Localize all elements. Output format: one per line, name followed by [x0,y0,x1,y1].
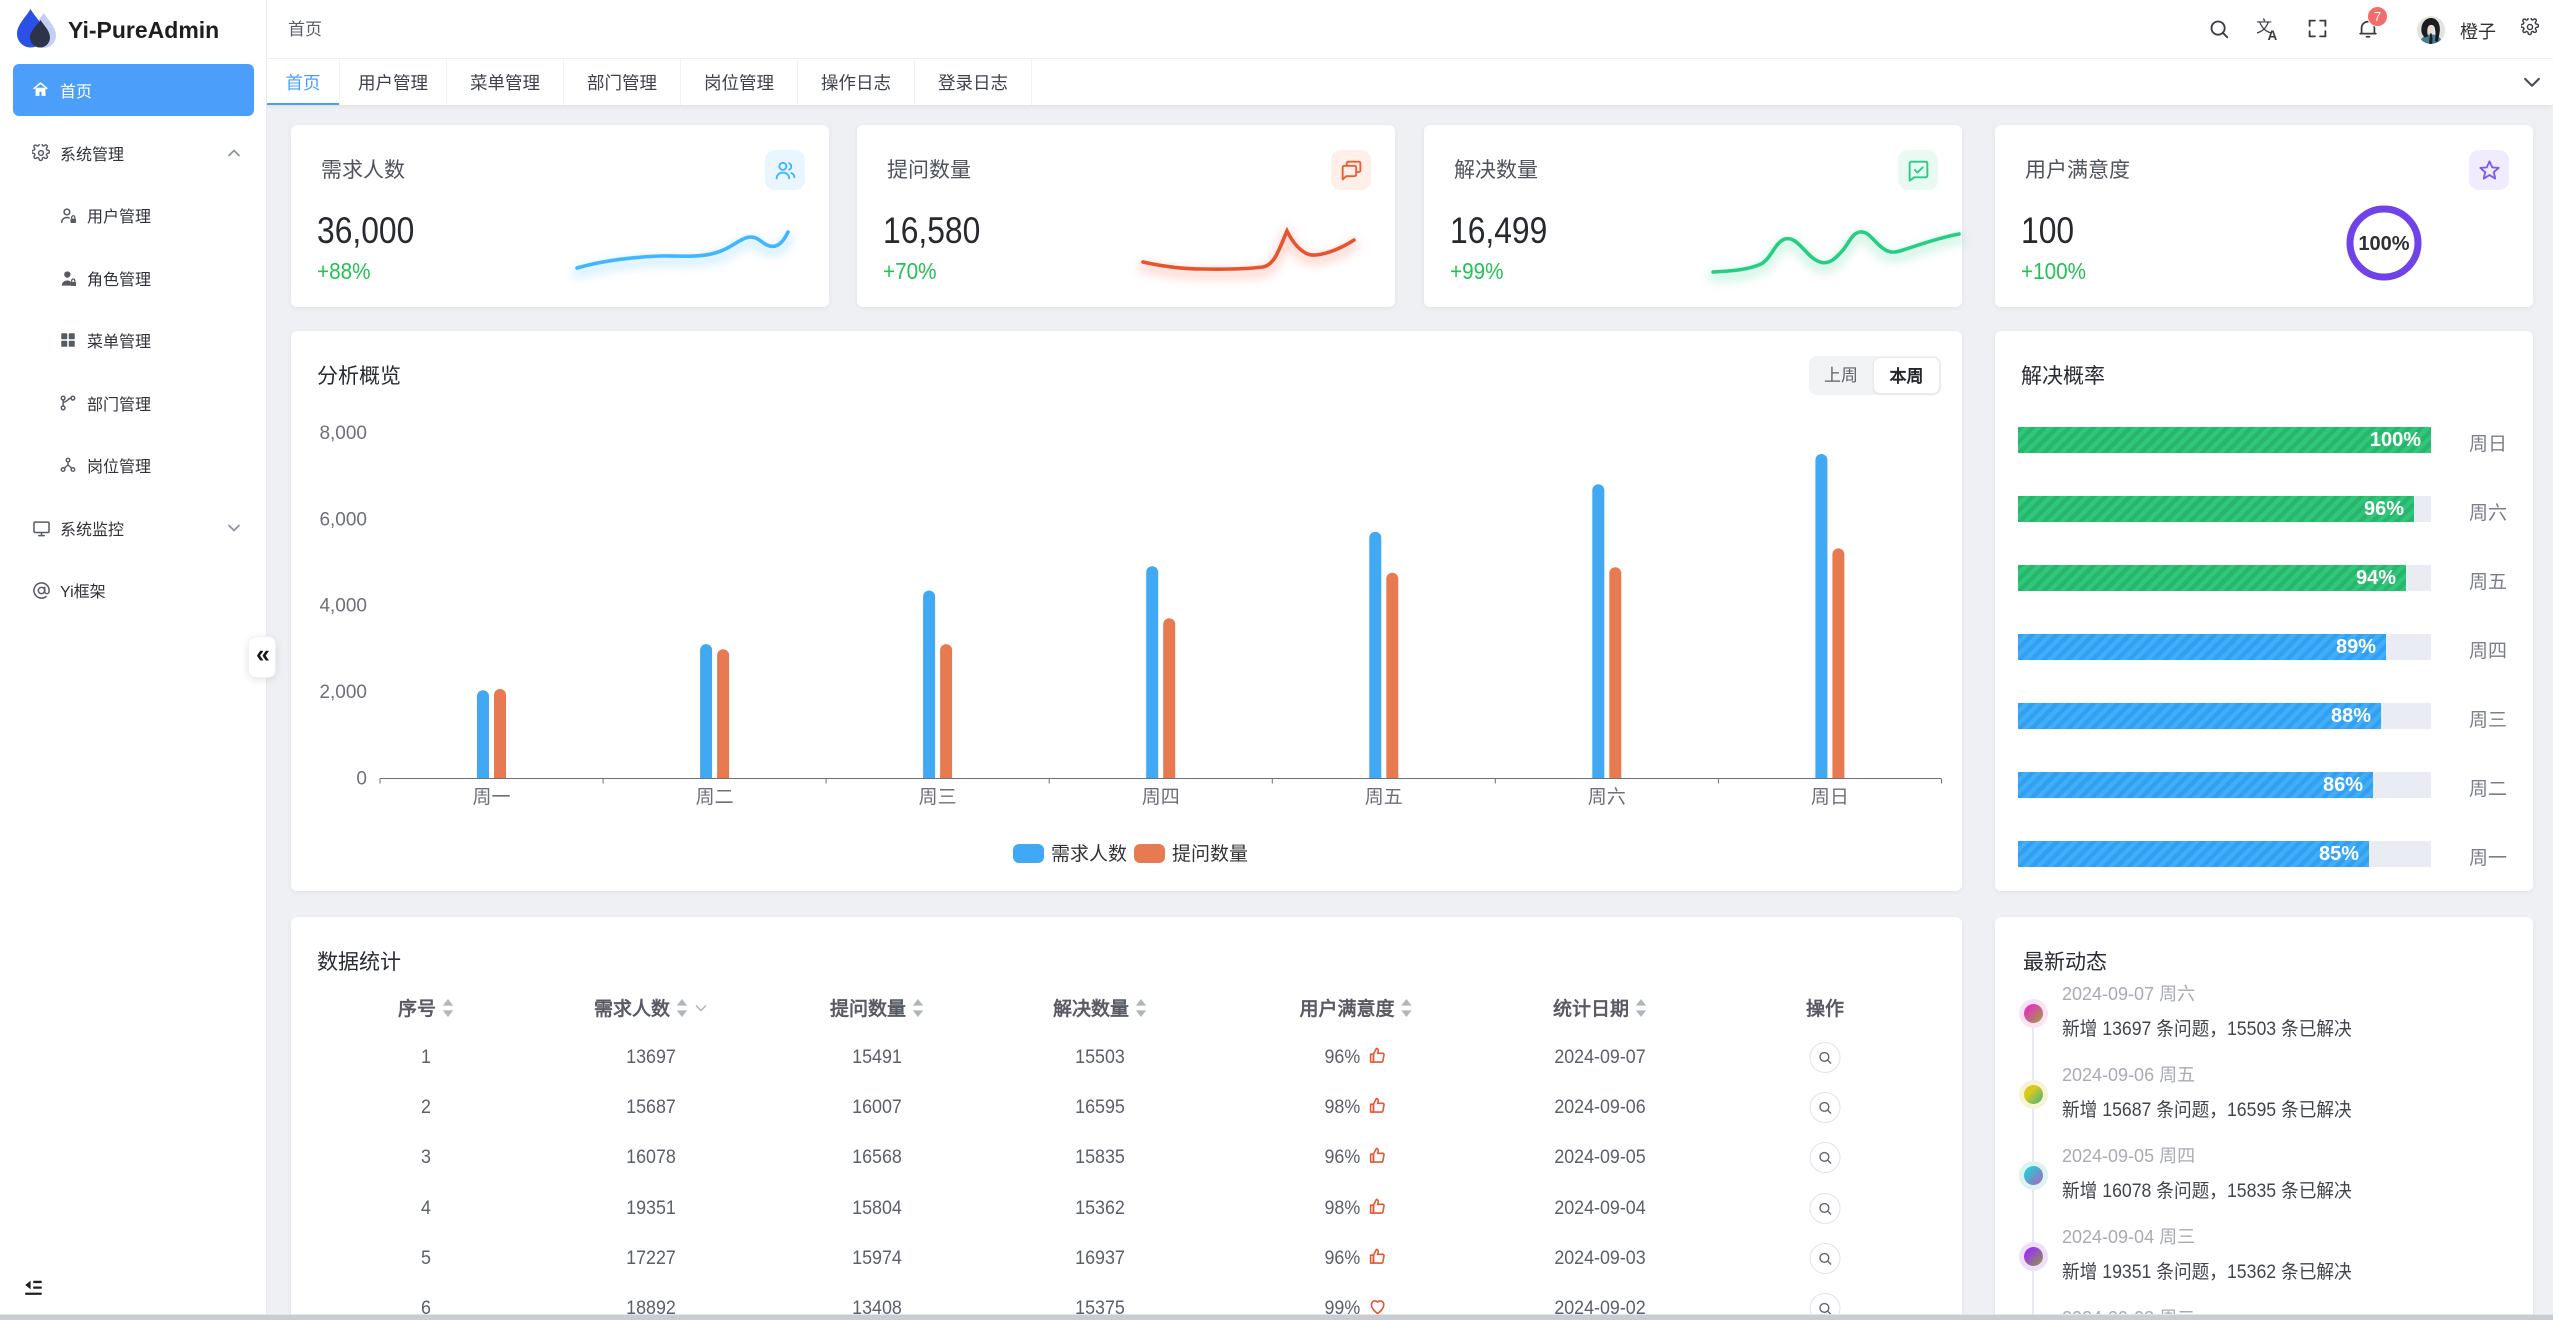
svg-text:周三: 周三 [919,787,957,808]
svg-text:周一: 周一 [472,787,510,808]
svg-text:周六: 周六 [1588,786,1626,808]
svg-text:周四: 周四 [1142,787,1180,808]
svg-text:周日: 周日 [1811,787,1849,808]
svg-text:提问数量: 提问数量 [1172,843,1248,865]
svg-text:8,000: 8,000 [319,423,367,444]
svg-text:A: A [2268,28,2278,41]
svg-text:周五: 周五 [1365,787,1403,808]
svg-text:100%: 100% [2358,233,2409,255]
svg-text:2,000: 2,000 [319,682,367,703]
svg-text:4,000: 4,000 [319,596,367,617]
svg-text:需求人数: 需求人数 [1051,843,1127,865]
svg-text:文: 文 [2257,18,2272,37]
svg-text:6,000: 6,000 [319,509,367,530]
svg-text:周二: 周二 [696,787,734,808]
svg-text:0: 0 [356,769,367,790]
